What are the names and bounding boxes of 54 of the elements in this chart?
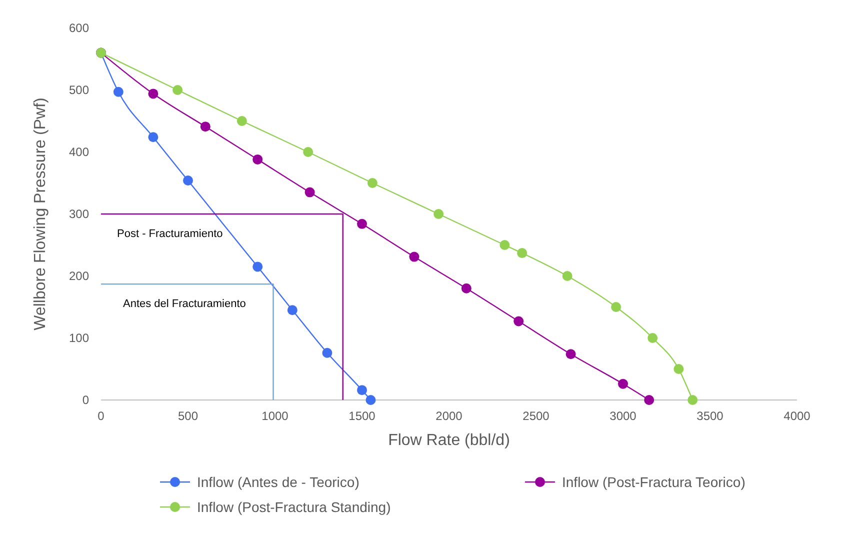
point — [648, 333, 658, 343]
point — [367, 178, 378, 188]
point — [148, 132, 158, 142]
point — [236, 116, 247, 126]
legend-label: Inflow (Post-Fractura Teorico) — [562, 474, 746, 490]
point — [366, 395, 376, 405]
legend-label: Inflow (Antes de - Teorico) — [197, 474, 360, 490]
point — [434, 209, 444, 219]
y-tick-label: 300 — [68, 207, 90, 221]
point — [200, 122, 210, 132]
y-axis-title: Wellbore Flowing Pressure (Pwf) — [32, 98, 49, 330]
point — [252, 262, 263, 272]
annotation: Antes del Fracturamiento — [123, 298, 246, 310]
x-axis-title: Flow Rate (bbl/d) — [388, 432, 510, 449]
point — [566, 349, 576, 360]
point — [674, 364, 684, 374]
x-tick-label: 3500 — [696, 409, 724, 423]
point — [357, 218, 367, 229]
point — [611, 302, 622, 312]
point — [461, 283, 472, 294]
y-tick-label: 200 — [68, 269, 90, 283]
y-tick-label: 400 — [68, 145, 90, 159]
x-tick-label: 3000 — [610, 409, 637, 423]
x-tick-label: 1500 — [348, 409, 376, 423]
point — [517, 248, 528, 258]
x-tick-label: 4000 — [784, 409, 811, 423]
point — [500, 240, 510, 250]
point — [562, 271, 572, 281]
point — [287, 305, 298, 316]
x-tick-label: 2500 — [522, 409, 550, 423]
point — [148, 88, 158, 99]
point — [113, 86, 124, 97]
point — [303, 147, 314, 157]
point — [644, 395, 654, 405]
y-tick-label: 100 — [68, 331, 90, 345]
point — [322, 348, 332, 358]
point — [688, 395, 698, 405]
point — [252, 154, 263, 164]
legend-label: Inflow (Post-Fractura Standing) — [197, 499, 391, 515]
point — [409, 252, 420, 262]
y-tick-label: 600 — [68, 21, 90, 35]
y-tick-label: 500 — [68, 83, 90, 97]
x-tick-label: 500 — [178, 409, 198, 423]
point — [304, 187, 315, 198]
point — [514, 316, 524, 326]
x-tick-label: 2000 — [436, 409, 463, 423]
annotation: Post - Fracturamiento — [117, 228, 223, 240]
point — [618, 378, 628, 389]
point — [357, 385, 367, 396]
point — [183, 176, 193, 186]
x-tick-label: 1000 — [262, 409, 289, 423]
point — [172, 85, 183, 95]
y-tick-label: 0 — [82, 393, 90, 407]
x-tick-label: 0 — [98, 409, 105, 423]
